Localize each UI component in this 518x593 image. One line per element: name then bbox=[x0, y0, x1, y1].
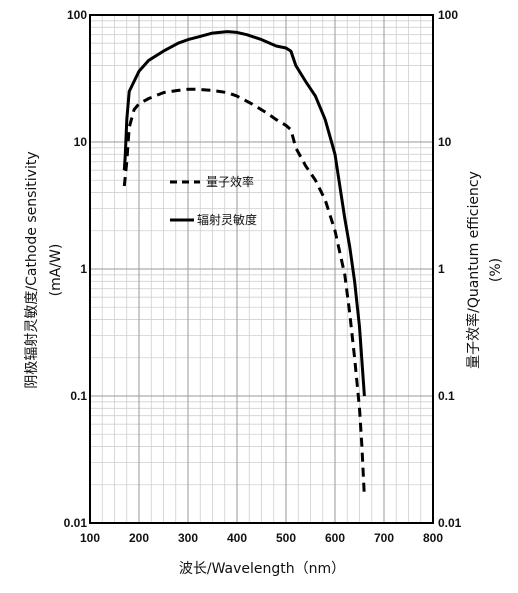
left-y-tick-label: 0.01 bbox=[64, 516, 88, 530]
legend-label-radiant-sensitivity: 辐射灵敏度 bbox=[197, 212, 257, 227]
left-y-tick-label: 1 bbox=[80, 262, 87, 276]
x-tick-label: 500 bbox=[276, 531, 296, 545]
right-y-axis-title: 量子效率/Quantum efficiency bbox=[465, 171, 482, 369]
left-y-axis-unit: (mA/W) bbox=[48, 244, 64, 297]
left-y-tick-label: 0.1 bbox=[70, 389, 87, 403]
x-tick-labels: 100 200 300 400 500 600 700 800 bbox=[80, 531, 443, 545]
x-tick-label: 800 bbox=[423, 531, 443, 545]
left-y-tick-label: 10 bbox=[74, 135, 88, 149]
right-y-tick-label: 1 bbox=[438, 262, 445, 276]
x-tick-label: 700 bbox=[374, 531, 394, 545]
left-y-tick-label: 100 bbox=[67, 8, 87, 22]
left-y-tick-labels: 0.01 0.1 1 10 100 bbox=[64, 8, 88, 530]
right-y-tick-label: 10 bbox=[438, 135, 452, 149]
series-line-radiant-sensitivity bbox=[122, 30, 366, 397]
left-y-axis-title: 阴极辐射灵敏度/Cathode sensitivity bbox=[24, 151, 40, 388]
legend-label-quantum-efficiency: 量子效率 bbox=[206, 174, 254, 189]
right-y-tick-label: 0.01 bbox=[438, 516, 462, 530]
right-y-tick-labels: 0.01 0.1 1 10 100 bbox=[438, 8, 462, 530]
right-y-axis-unit: (%) bbox=[488, 258, 504, 282]
x-tick-label: 100 bbox=[80, 531, 100, 545]
plot-frame bbox=[89, 14, 434, 524]
series-line-quantum-efficiency bbox=[122, 87, 366, 498]
x-tick-label: 400 bbox=[227, 531, 247, 545]
legend: 量子效率 辐射灵敏度 bbox=[170, 174, 257, 227]
x-axis-title: 波长/Wavelength（nm） bbox=[179, 561, 345, 577]
right-y-tick-label: 0.1 bbox=[438, 389, 455, 403]
x-tick-label: 200 bbox=[129, 531, 149, 545]
series-layer bbox=[122, 30, 366, 498]
right-y-tick-label: 100 bbox=[438, 8, 458, 22]
x-tick-label: 300 bbox=[178, 531, 198, 545]
x-tick-label: 600 bbox=[325, 531, 345, 545]
